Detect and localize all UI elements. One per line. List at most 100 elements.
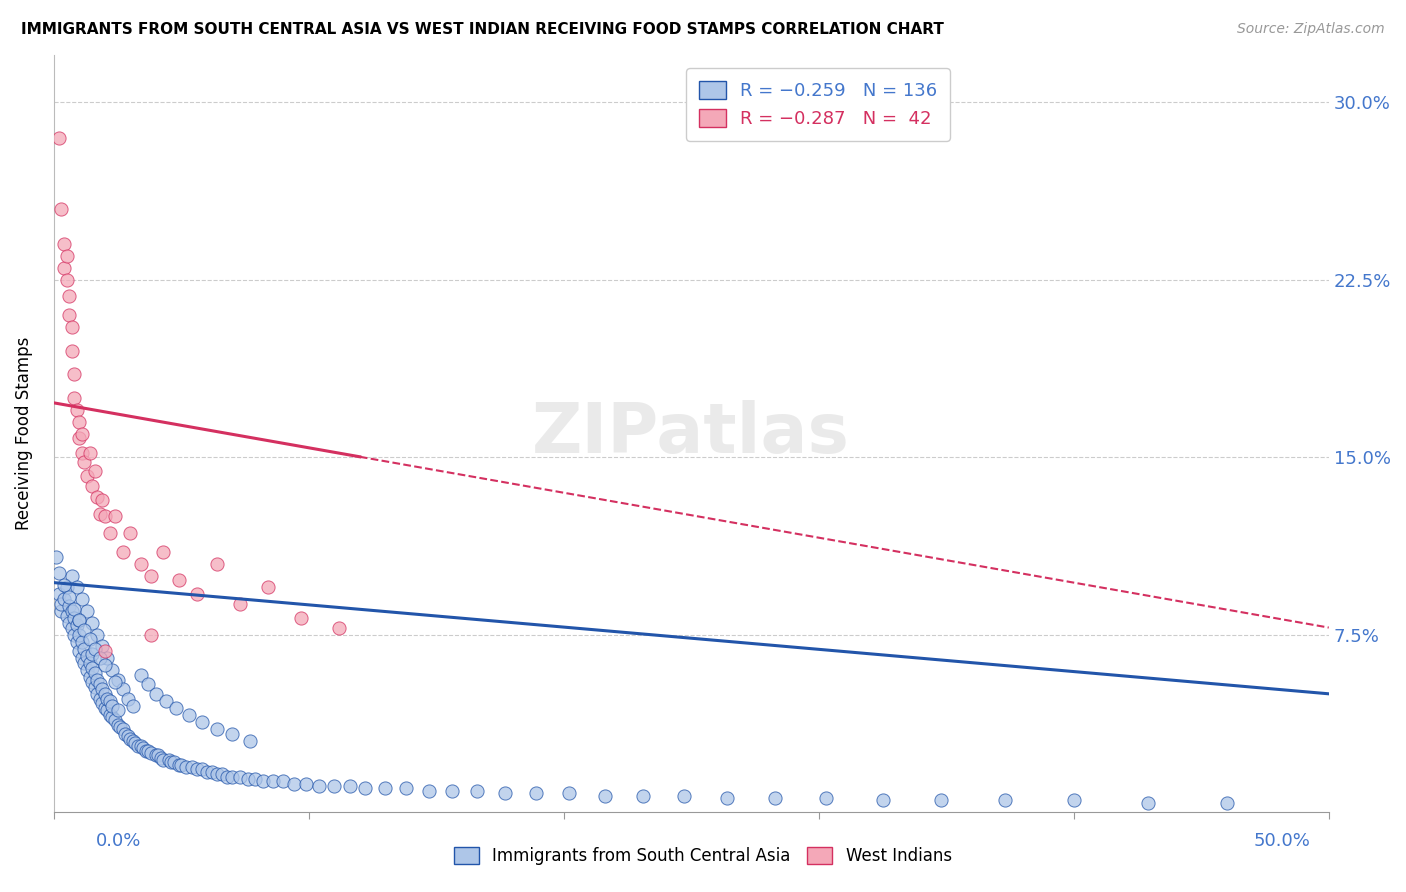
Point xyxy=(55,249,77,263)
Point xyxy=(593,789,616,803)
Point xyxy=(94,509,117,524)
Point xyxy=(152,753,174,767)
Point xyxy=(136,677,159,691)
Point xyxy=(245,772,267,786)
Point xyxy=(91,492,114,507)
Point xyxy=(290,611,312,625)
Point xyxy=(80,661,103,675)
Point xyxy=(58,309,80,323)
Point xyxy=(631,789,654,803)
Point xyxy=(135,743,157,757)
Point xyxy=(55,580,77,594)
Point xyxy=(765,790,787,805)
Point xyxy=(79,670,101,684)
Point xyxy=(76,663,98,677)
Legend: R = −0.259   N = 136, R = −0.287   N =  42: R = −0.259 N = 136, R = −0.287 N = 42 xyxy=(686,68,950,141)
Point xyxy=(872,793,894,807)
Point xyxy=(252,774,274,789)
Point xyxy=(129,739,152,753)
Point xyxy=(104,675,127,690)
Point xyxy=(48,131,70,145)
Point xyxy=(94,701,117,715)
Point xyxy=(211,767,233,781)
Point xyxy=(60,343,83,358)
Point xyxy=(76,648,98,663)
Point xyxy=(67,614,90,628)
Point xyxy=(494,786,516,800)
Point xyxy=(67,628,90,642)
Point xyxy=(45,549,67,564)
Point xyxy=(205,767,228,781)
Point xyxy=(107,703,129,717)
Point xyxy=(80,478,103,492)
Point xyxy=(67,431,90,445)
Point xyxy=(66,634,89,648)
Point xyxy=(79,656,101,670)
Point xyxy=(83,465,105,479)
Point xyxy=(117,691,139,706)
Point xyxy=(221,727,243,741)
Point xyxy=(48,566,70,581)
Point xyxy=(101,710,124,724)
Point xyxy=(98,708,121,723)
Point xyxy=(79,445,101,459)
Point xyxy=(86,687,108,701)
Point xyxy=(418,784,440,798)
Point xyxy=(48,587,70,601)
Point xyxy=(994,793,1017,807)
Point xyxy=(91,696,114,710)
Point xyxy=(70,651,93,665)
Point xyxy=(111,682,134,697)
Point xyxy=(98,525,121,540)
Point xyxy=(55,608,77,623)
Point xyxy=(55,273,77,287)
Point xyxy=(58,289,80,303)
Point xyxy=(716,790,738,805)
Point xyxy=(67,415,90,429)
Point xyxy=(295,777,318,791)
Point xyxy=(354,781,377,796)
Text: IMMIGRANTS FROM SOUTH CENTRAL ASIA VS WEST INDIAN RECEIVING FOOD STAMPS CORRELAT: IMMIGRANTS FROM SOUTH CENTRAL ASIA VS WE… xyxy=(21,22,943,37)
Point xyxy=(374,781,396,796)
Point xyxy=(51,604,73,618)
Point xyxy=(60,621,83,635)
Point xyxy=(53,237,76,252)
Point xyxy=(89,691,111,706)
Point xyxy=(63,611,86,625)
Point xyxy=(283,777,305,791)
Point xyxy=(132,741,155,756)
Y-axis label: Receiving Food Stamps: Receiving Food Stamps xyxy=(15,337,32,531)
Point xyxy=(79,632,101,647)
Point xyxy=(180,760,202,774)
Point xyxy=(440,784,463,798)
Point xyxy=(58,599,80,614)
Point xyxy=(1136,796,1159,810)
Point xyxy=(89,507,111,521)
Point xyxy=(190,715,212,730)
Point xyxy=(221,770,243,784)
Point xyxy=(96,703,118,717)
Point xyxy=(53,592,76,607)
Point xyxy=(104,713,127,727)
Point xyxy=(165,701,187,715)
Point xyxy=(94,644,117,658)
Point xyxy=(195,764,218,779)
Point xyxy=(67,614,90,628)
Point xyxy=(323,779,346,793)
Point xyxy=(94,658,117,673)
Point xyxy=(558,786,581,800)
Point xyxy=(98,694,121,708)
Point xyxy=(91,682,114,697)
Point xyxy=(186,587,208,601)
Point xyxy=(201,764,224,779)
Point xyxy=(101,663,124,677)
Point xyxy=(67,644,90,658)
Point xyxy=(1063,793,1085,807)
Point xyxy=(86,491,108,505)
Point xyxy=(60,320,83,334)
Point xyxy=(94,687,117,701)
Point xyxy=(73,455,96,469)
Point xyxy=(124,736,146,750)
Point xyxy=(205,723,228,737)
Point xyxy=(145,748,167,763)
